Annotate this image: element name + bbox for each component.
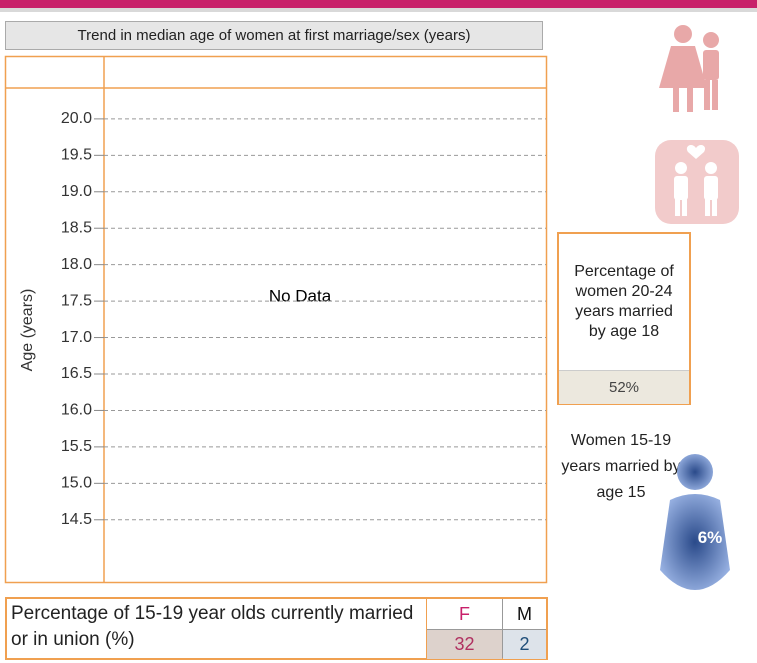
y-tick-label: 20.0 [61,110,92,127]
y-axis-label: Age (years) [19,289,36,372]
table-cell: 2 [503,630,546,659]
table-cell: 32 [427,630,502,659]
indicator-value: 52% [559,370,689,404]
table-header: M [503,599,546,630]
top-bar-shadow [0,8,757,12]
y-tick-label: 16.5 [61,365,92,382]
y-tick-label: 16.0 [61,402,92,419]
y-tick-label: 15.0 [61,475,92,492]
table-col: F 32 [427,599,503,659]
icons [655,25,739,224]
indicator-value: 6% [697,528,723,547]
no-data: No Data [269,286,332,305]
top-bar [0,0,757,8]
chart-frame [4,55,548,584]
y-tick-label: 19.5 [61,147,92,164]
table-header: F [427,599,502,630]
union-table: Percentage of 15-19 year olds currently … [5,597,548,660]
y-tick-label: 19.0 [61,183,92,200]
chart-title: Trend in median age of women at first ma… [5,21,543,50]
indicator-box: Percentage of women 20-24 years married … [557,232,691,405]
table-label: Percentage of 15-19 year olds currently … [7,599,427,658]
y-tick-label: 18.0 [61,256,92,273]
table-col: M 2 [503,599,546,659]
y-tick-label: 17.0 [61,329,92,346]
y-tick-label: 17.5 [61,292,92,309]
chart: Age (years) No Data 14.5 15.0 15.5 16.0 16.5… [4,55,548,584]
y-tick-label: 14.5 [61,511,92,528]
person-figure [660,454,730,590]
y-tick-label: 18.5 [61,219,92,236]
indicator-label: Percentage of women 20-24 years married … [574,263,674,340]
y-tick-label: 15.5 [61,438,92,455]
indicator-label: Women 15-19 years married by age 15 [561,432,681,501]
